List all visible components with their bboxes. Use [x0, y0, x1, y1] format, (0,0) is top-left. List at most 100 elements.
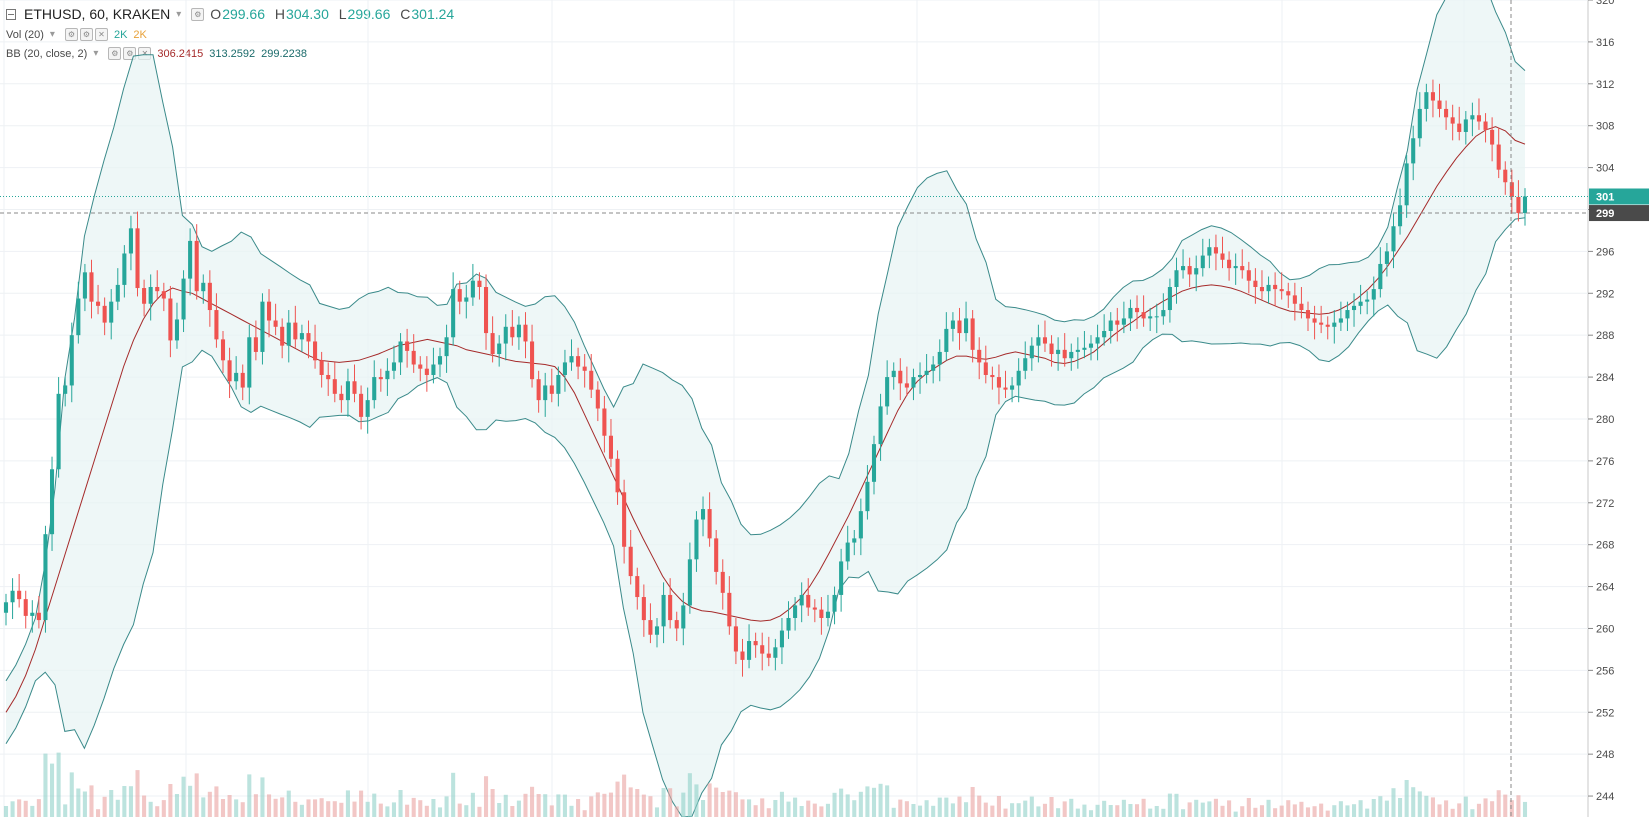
- candle-body: [1194, 268, 1199, 275]
- close-icon[interactable]: ✕: [94, 28, 108, 41]
- volume-bar: [437, 807, 443, 817]
- candle-body: [240, 372, 245, 388]
- candle-body: [589, 370, 594, 390]
- candle-body: [773, 647, 778, 658]
- candle-body: [352, 381, 357, 394]
- volume-bar: [602, 793, 607, 817]
- candle-body: [174, 319, 180, 341]
- candle-body: [1240, 266, 1245, 271]
- volume-bar: [569, 805, 574, 817]
- candle-body: [917, 374, 923, 378]
- candle-body: [3, 602, 9, 613]
- volume-bar: [82, 791, 87, 817]
- prev-price-label: 299: [1596, 208, 1614, 220]
- bb-label[interactable]: BB (20, close, 2): [6, 47, 88, 60]
- candle-body: [1338, 318, 1343, 323]
- volume-bar: [562, 794, 567, 817]
- volume-bar: [1010, 803, 1015, 817]
- prev-price-tag: [1589, 205, 1649, 222]
- volume-bar: [878, 783, 883, 817]
- candle-body: [43, 534, 48, 621]
- gear-icon[interactable]: ⚙: [79, 28, 93, 41]
- volume-bar: [1134, 804, 1140, 817]
- close-value: 301.24: [411, 6, 455, 22]
- candle-body: [405, 341, 410, 351]
- chevron-down-icon[interactable]: ▾: [176, 8, 182, 20]
- candle-body: [1450, 117, 1455, 124]
- candle-body: [1476, 115, 1482, 122]
- symbol-label[interactable]: ETHUSD, 60, KRAKEN: [24, 6, 171, 22]
- volume-bar: [1273, 808, 1278, 817]
- candle-body: [1509, 182, 1514, 197]
- volume-bar: [753, 805, 758, 817]
- volume-bar: [898, 799, 903, 817]
- volume-bar: [931, 805, 936, 817]
- candle-body: [470, 280, 475, 298]
- candle-body: [1483, 121, 1488, 130]
- price-axis-bg: [1588, 0, 1649, 817]
- volume-bar: [148, 801, 153, 817]
- candle-body: [845, 542, 850, 562]
- candle-body: [148, 286, 153, 304]
- settings-icon[interactable]: ⚙: [64, 28, 78, 41]
- y-tick-label: 296: [1596, 246, 1614, 258]
- candle-body: [812, 607, 817, 610]
- candle-body: [852, 538, 857, 543]
- volume-bar: [352, 801, 357, 817]
- volume-bar: [1496, 790, 1501, 817]
- candle-body: [996, 377, 1001, 388]
- candle-body: [562, 362, 567, 375]
- y-tick-label: 268: [1596, 540, 1614, 552]
- volume-bar: [266, 794, 272, 817]
- volume-bar: [1167, 793, 1172, 817]
- candle-body: [674, 620, 679, 629]
- volume-bar: [3, 806, 9, 817]
- volume-bar: [490, 789, 495, 817]
- volume-bar: [1463, 796, 1468, 817]
- candle-body: [1266, 284, 1271, 292]
- volume-bar: [740, 799, 745, 817]
- volume-bar: [1088, 810, 1094, 817]
- candle-body: [569, 356, 574, 363]
- settings-icon[interactable]: ⚙: [108, 47, 122, 60]
- candle-body: [1115, 320, 1120, 325]
- candle-body: [990, 374, 995, 378]
- chevron-down-icon[interactable]: ▾: [93, 48, 99, 59]
- candle-body: [549, 385, 554, 394]
- candle-body: [1345, 310, 1350, 319]
- settings-icon[interactable]: ⚙: [191, 7, 205, 21]
- menu-icon[interactable]: [6, 8, 16, 20]
- candle-body: [483, 286, 489, 334]
- volume-bar: [1470, 809, 1475, 817]
- candle-body: [1279, 289, 1284, 292]
- candle-body: [871, 444, 877, 482]
- candle-body: [1378, 263, 1383, 290]
- candle-body: [36, 612, 41, 621]
- volume-bar: [359, 790, 364, 817]
- high-value: 304.30: [286, 6, 329, 22]
- candle-body: [858, 511, 863, 539]
- volume-bar: [720, 792, 725, 817]
- volume-bar: [56, 752, 61, 817]
- chevron-down-icon[interactable]: ▾: [49, 29, 55, 40]
- candle-body: [1036, 337, 1041, 346]
- volume-bar: [372, 793, 377, 817]
- volume-bar: [30, 805, 35, 817]
- candle-body: [299, 333, 304, 340]
- candle-body: [1003, 387, 1008, 390]
- volume-label[interactable]: Vol (20): [6, 28, 44, 41]
- candle-body: [451, 289, 456, 338]
- volume-bar: [1476, 803, 1482, 817]
- candle-body: [740, 651, 745, 660]
- candle-body: [786, 617, 791, 631]
- volume-value-2: 2K: [133, 28, 147, 41]
- candle-body: [391, 362, 397, 371]
- candle-body: [115, 284, 120, 302]
- volume-bar: [1075, 808, 1080, 817]
- candle-body: [457, 289, 462, 302]
- candle-body: [1200, 255, 1205, 269]
- volume-bar: [1319, 803, 1324, 817]
- volume-bar: [1522, 801, 1528, 817]
- candle-body: [1102, 330, 1107, 338]
